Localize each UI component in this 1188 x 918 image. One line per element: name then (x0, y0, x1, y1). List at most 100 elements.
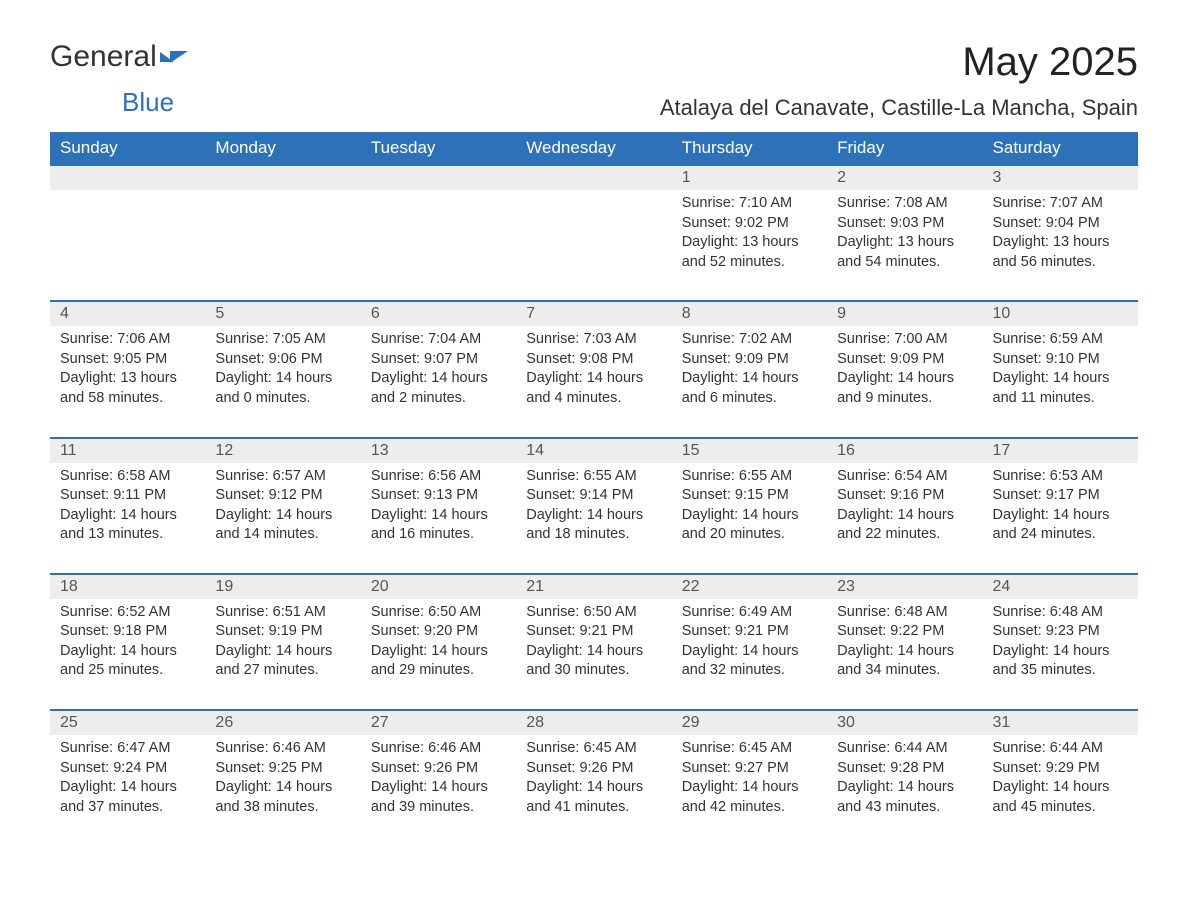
daylight-text: Daylight: 14 hours and 13 minutes. (60, 506, 195, 545)
sunset-text: Sunset: 9:17 PM (993, 486, 1128, 506)
location-text: Atalaya del Canavate, Castille-La Mancha… (660, 95, 1138, 121)
day-number: 14 (516, 439, 671, 463)
day-body: Sunrise: 6:54 AMSunset: 9:16 PMDaylight:… (827, 463, 982, 573)
day-body: Sunrise: 7:08 AMSunset: 9:03 PMDaylight:… (827, 190, 982, 300)
weekday-header: Saturday (983, 132, 1138, 165)
sunset-text: Sunset: 9:13 PM (371, 486, 506, 506)
sunrise-text: Sunrise: 6:48 AM (993, 603, 1128, 623)
day-body: Sunrise: 7:00 AMSunset: 9:09 PMDaylight:… (827, 326, 982, 436)
daylight-text: Daylight: 14 hours and 30 minutes. (526, 642, 661, 681)
daylight-text: Daylight: 14 hours and 42 minutes. (682, 778, 817, 817)
sunrise-text: Sunrise: 7:08 AM (837, 194, 972, 214)
day-number: 2 (827, 166, 982, 190)
daylight-text: Daylight: 14 hours and 16 minutes. (371, 506, 506, 545)
calendar-day-cell: 2Sunrise: 7:08 AMSunset: 9:03 PMDaylight… (827, 165, 982, 301)
sunset-text: Sunset: 9:11 PM (60, 486, 195, 506)
daylight-text: Daylight: 14 hours and 18 minutes. (526, 506, 661, 545)
day-body: Sunrise: 6:44 AMSunset: 9:28 PMDaylight:… (827, 735, 982, 845)
calendar-day-cell (205, 165, 360, 301)
day-number (50, 166, 205, 190)
day-number: 20 (361, 575, 516, 599)
calendar-day-cell: 5Sunrise: 7:05 AMSunset: 9:06 PMDaylight… (205, 301, 360, 437)
daylight-text: Daylight: 14 hours and 27 minutes. (215, 642, 350, 681)
sunset-text: Sunset: 9:02 PM (682, 214, 817, 234)
sunset-text: Sunset: 9:28 PM (837, 759, 972, 779)
sunset-text: Sunset: 9:19 PM (215, 622, 350, 642)
day-body (361, 190, 516, 300)
day-number (516, 166, 671, 190)
sunrise-text: Sunrise: 7:02 AM (682, 330, 817, 350)
sunset-text: Sunset: 9:29 PM (993, 759, 1128, 779)
day-body: Sunrise: 6:48 AMSunset: 9:22 PMDaylight:… (827, 599, 982, 709)
sunset-text: Sunset: 9:21 PM (526, 622, 661, 642)
daylight-text: Daylight: 14 hours and 4 minutes. (526, 369, 661, 408)
sunset-text: Sunset: 9:09 PM (837, 350, 972, 370)
day-body: Sunrise: 6:51 AMSunset: 9:19 PMDaylight:… (205, 599, 360, 709)
sunrise-text: Sunrise: 7:05 AM (215, 330, 350, 350)
calendar-day-cell: 4Sunrise: 7:06 AMSunset: 9:05 PMDaylight… (50, 301, 205, 437)
weekday-header: Thursday (672, 132, 827, 165)
day-number: 30 (827, 711, 982, 735)
day-body: Sunrise: 6:45 AMSunset: 9:27 PMDaylight:… (672, 735, 827, 845)
logo-text-general: General (50, 40, 157, 74)
sunrise-text: Sunrise: 6:59 AM (993, 330, 1128, 350)
sunrise-text: Sunrise: 7:04 AM (371, 330, 506, 350)
sunrise-text: Sunrise: 7:10 AM (682, 194, 817, 214)
sunrise-text: Sunrise: 6:50 AM (526, 603, 661, 623)
daylight-text: Daylight: 14 hours and 32 minutes. (682, 642, 817, 681)
calendar-day-cell: 27Sunrise: 6:46 AMSunset: 9:26 PMDayligh… (361, 710, 516, 845)
daylight-text: Daylight: 14 hours and 41 minutes. (526, 778, 661, 817)
daylight-text: Daylight: 13 hours and 54 minutes. (837, 233, 972, 272)
sunset-text: Sunset: 9:25 PM (215, 759, 350, 779)
sunrise-text: Sunrise: 6:47 AM (60, 739, 195, 759)
day-number: 29 (672, 711, 827, 735)
day-body: Sunrise: 6:48 AMSunset: 9:23 PMDaylight:… (983, 599, 1138, 709)
sunset-text: Sunset: 9:18 PM (60, 622, 195, 642)
sunrise-text: Sunrise: 6:52 AM (60, 603, 195, 623)
calendar-day-cell: 23Sunrise: 6:48 AMSunset: 9:22 PMDayligh… (827, 574, 982, 710)
calendar-day-cell: 7Sunrise: 7:03 AMSunset: 9:08 PMDaylight… (516, 301, 671, 437)
sunrise-text: Sunrise: 6:48 AM (837, 603, 972, 623)
day-number: 3 (983, 166, 1138, 190)
day-body: Sunrise: 7:04 AMSunset: 9:07 PMDaylight:… (361, 326, 516, 436)
sunset-text: Sunset: 9:16 PM (837, 486, 972, 506)
day-number: 7 (516, 302, 671, 326)
day-body: Sunrise: 7:05 AMSunset: 9:06 PMDaylight:… (205, 326, 360, 436)
sunset-text: Sunset: 9:09 PM (682, 350, 817, 370)
weekday-header: Tuesday (361, 132, 516, 165)
calendar-week-row: 18Sunrise: 6:52 AMSunset: 9:18 PMDayligh… (50, 574, 1138, 710)
sunrise-text: Sunrise: 6:46 AM (215, 739, 350, 759)
sunrise-text: Sunrise: 6:44 AM (837, 739, 972, 759)
logo: General (50, 40, 188, 74)
sunset-text: Sunset: 9:04 PM (993, 214, 1128, 234)
day-body: Sunrise: 6:45 AMSunset: 9:26 PMDaylight:… (516, 735, 671, 845)
day-body: Sunrise: 7:02 AMSunset: 9:09 PMDaylight:… (672, 326, 827, 436)
sunrise-text: Sunrise: 6:45 AM (526, 739, 661, 759)
daylight-text: Daylight: 13 hours and 52 minutes. (682, 233, 817, 272)
calendar-day-cell: 10Sunrise: 6:59 AMSunset: 9:10 PMDayligh… (983, 301, 1138, 437)
calendar-day-cell: 3Sunrise: 7:07 AMSunset: 9:04 PMDaylight… (983, 165, 1138, 301)
day-number: 6 (361, 302, 516, 326)
sunrise-text: Sunrise: 6:45 AM (682, 739, 817, 759)
sunset-text: Sunset: 9:14 PM (526, 486, 661, 506)
day-body: Sunrise: 6:56 AMSunset: 9:13 PMDaylight:… (361, 463, 516, 573)
calendar-day-cell: 13Sunrise: 6:56 AMSunset: 9:13 PMDayligh… (361, 438, 516, 574)
day-body: Sunrise: 6:50 AMSunset: 9:20 PMDaylight:… (361, 599, 516, 709)
sunset-text: Sunset: 9:05 PM (60, 350, 195, 370)
weekday-header: Sunday (50, 132, 205, 165)
calendar-day-cell: 1Sunrise: 7:10 AMSunset: 9:02 PMDaylight… (672, 165, 827, 301)
day-number: 26 (205, 711, 360, 735)
day-number: 8 (672, 302, 827, 326)
daylight-text: Daylight: 14 hours and 25 minutes. (60, 642, 195, 681)
daylight-text: Daylight: 14 hours and 2 minutes. (371, 369, 506, 408)
calendar-week-row: 4Sunrise: 7:06 AMSunset: 9:05 PMDaylight… (50, 301, 1138, 437)
daylight-text: Daylight: 14 hours and 37 minutes. (60, 778, 195, 817)
sunset-text: Sunset: 9:20 PM (371, 622, 506, 642)
sunset-text: Sunset: 9:03 PM (837, 214, 972, 234)
calendar-day-cell: 9Sunrise: 7:00 AMSunset: 9:09 PMDaylight… (827, 301, 982, 437)
sunrise-text: Sunrise: 6:53 AM (993, 467, 1128, 487)
calendar-day-cell (361, 165, 516, 301)
daylight-text: Daylight: 14 hours and 38 minutes. (215, 778, 350, 817)
day-body: Sunrise: 6:59 AMSunset: 9:10 PMDaylight:… (983, 326, 1138, 436)
sunset-text: Sunset: 9:21 PM (682, 622, 817, 642)
